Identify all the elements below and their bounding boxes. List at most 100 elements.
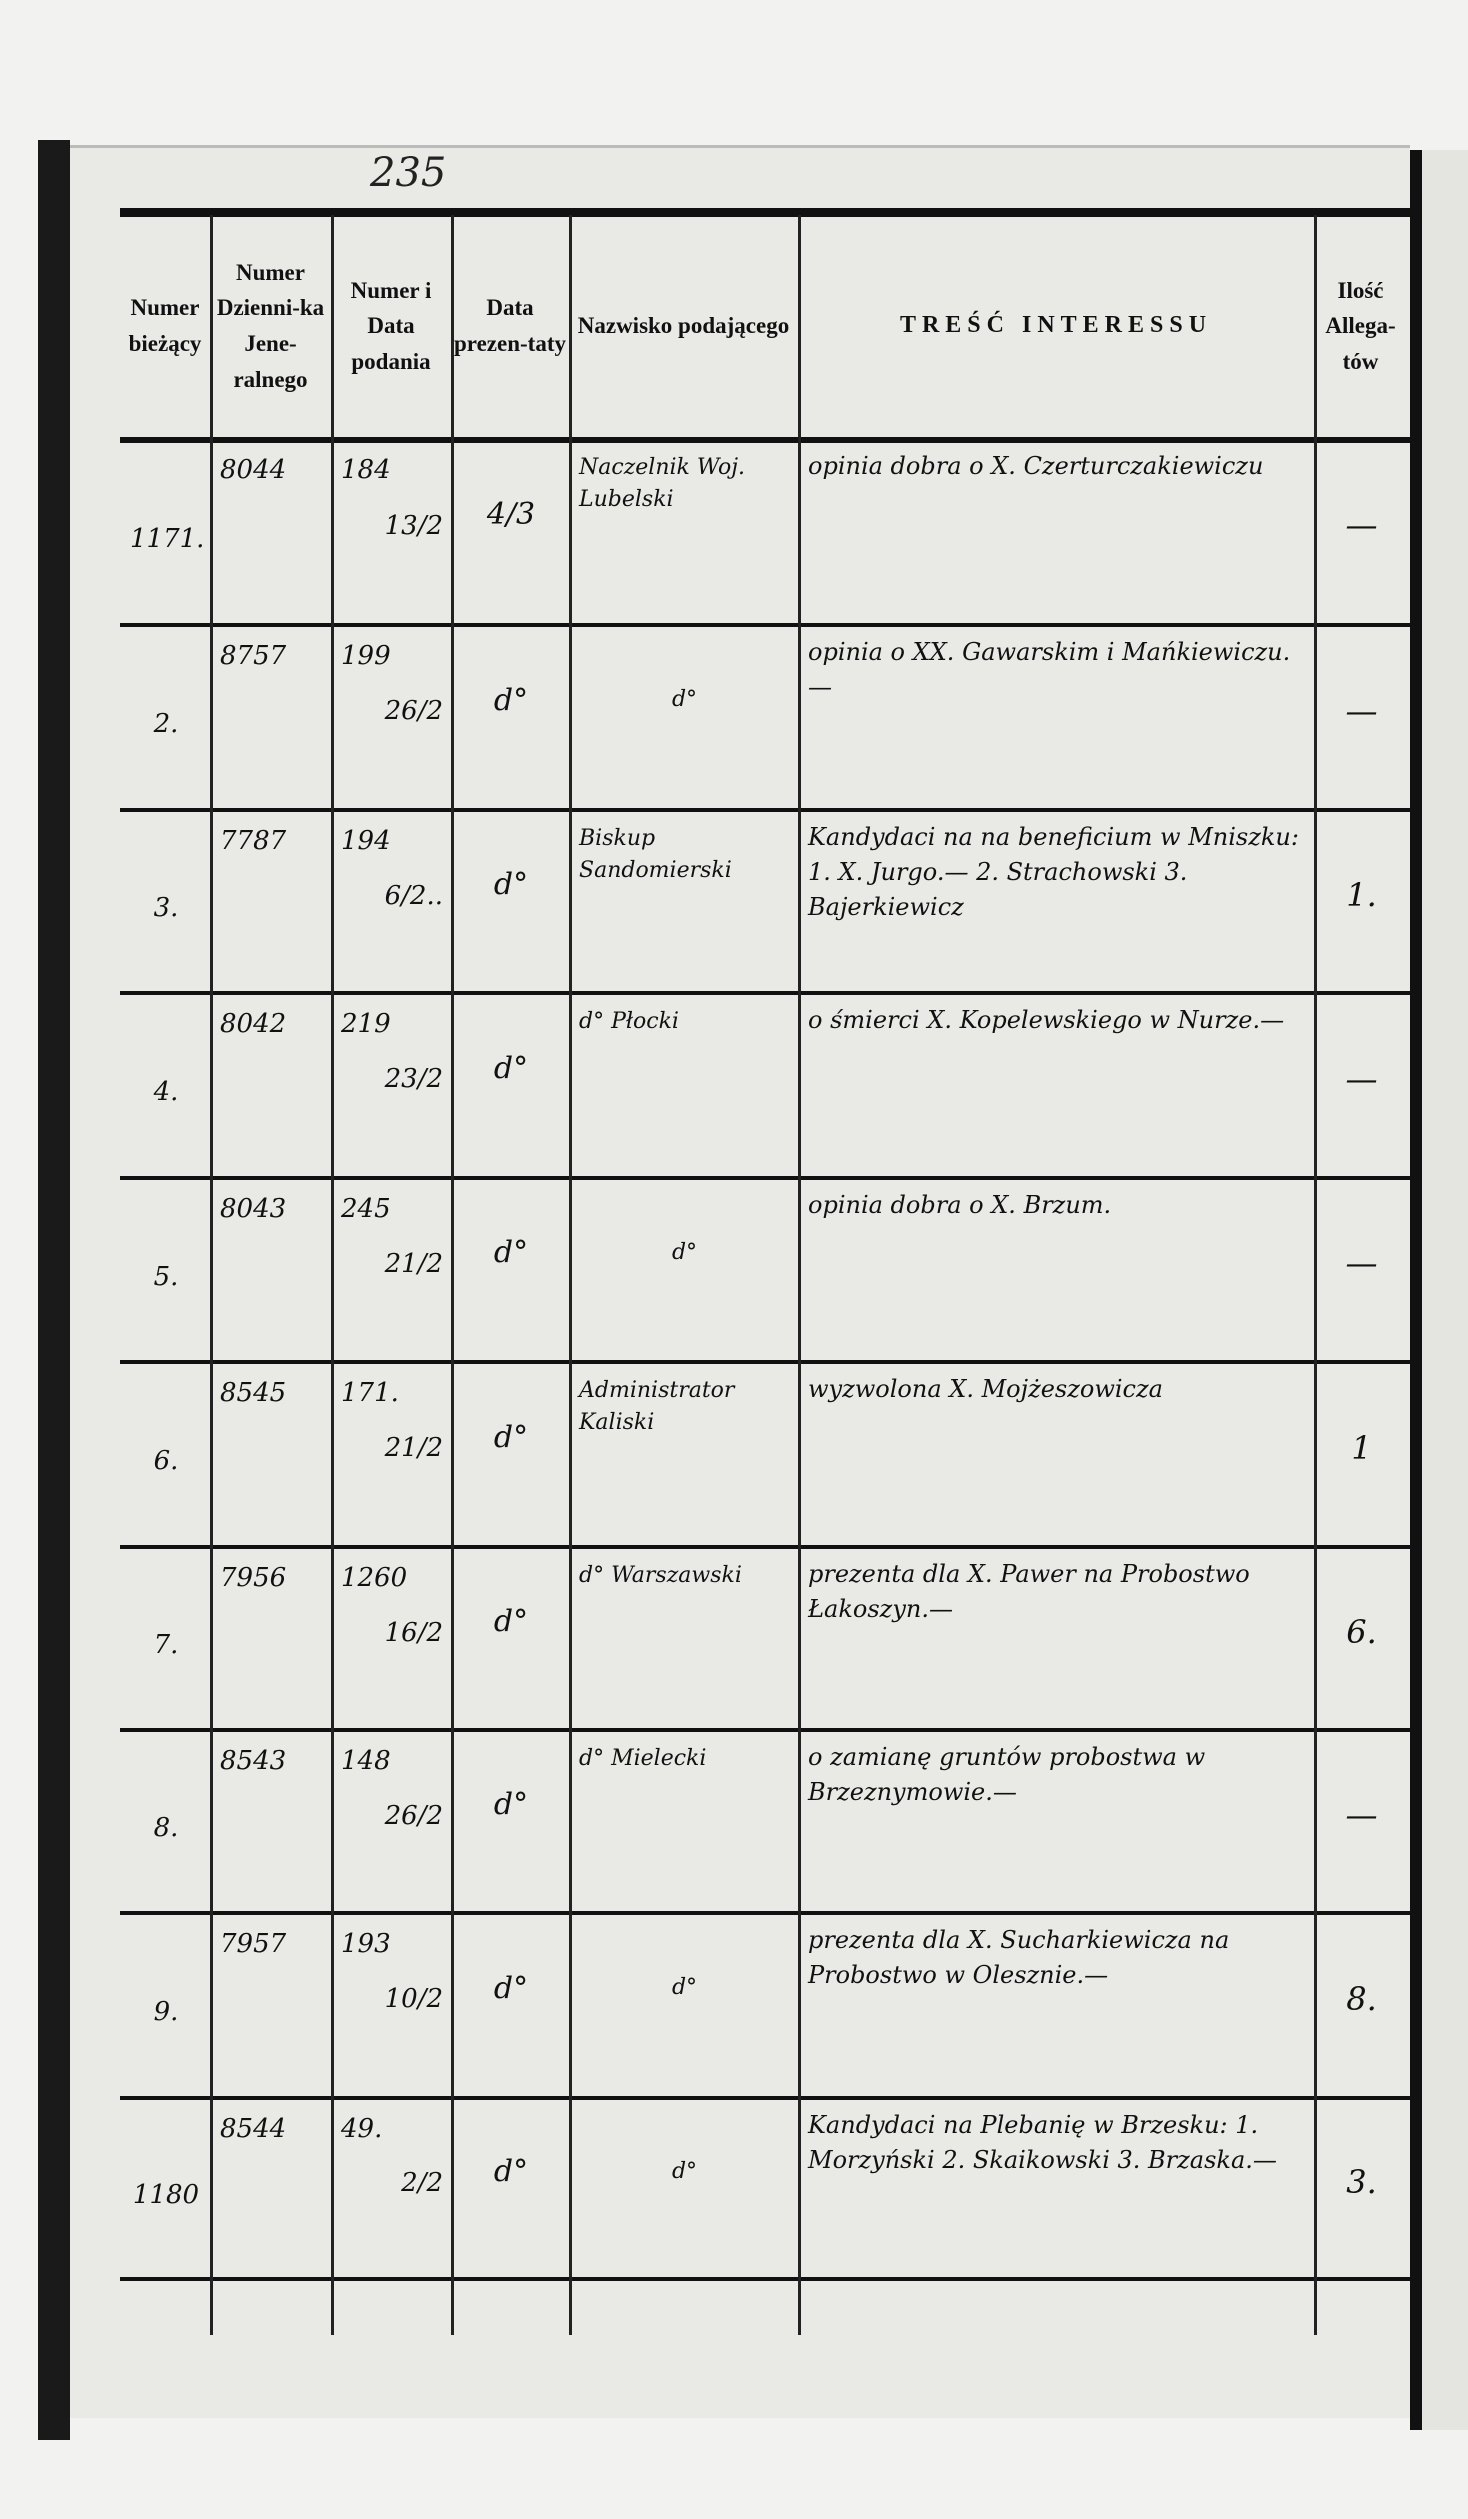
cell-petition_no: 219 xyxy=(341,1009,391,1039)
cell-journal: 7787 xyxy=(220,826,287,856)
cell-presented: d° xyxy=(493,1970,529,2006)
row-rule xyxy=(120,1911,1410,1915)
cell-no: 1180 xyxy=(132,2180,200,2211)
column-header: Numer Dzienni-ka Jene-ralnego xyxy=(216,259,325,392)
cell-no: 5. xyxy=(153,1261,179,1292)
column-rule xyxy=(210,215,213,2335)
cell-petition_no: 193 xyxy=(341,1929,391,1959)
cell-petition_no: 1260 xyxy=(341,1563,408,1593)
cell-attachments: — xyxy=(1345,1796,1378,1835)
page-number: 235 xyxy=(370,150,447,196)
column-header: Numer i Data podania xyxy=(350,277,432,374)
cell-petition_no: 171. xyxy=(341,1378,399,1408)
column-rule xyxy=(569,215,572,2335)
row-rule xyxy=(120,1545,1410,1549)
cell-content: o śmierci X. Kopelewskiego w Nurze.— xyxy=(808,1006,1285,1034)
cell-name: Administrator Kaliski xyxy=(579,1378,735,1435)
row-rule xyxy=(120,2096,1410,2100)
cell-journal: 8543 xyxy=(220,1746,287,1776)
cell-petition_date: 16/2 xyxy=(384,1617,443,1648)
cell-name: d° Płocki xyxy=(579,1009,679,1034)
cell-presented: d° xyxy=(493,1786,529,1822)
cell-content: opinia o XX. Gawarskim i Mańkiewiczu.— xyxy=(808,638,1291,701)
cell-journal: 7956 xyxy=(220,1563,287,1593)
cell-journal: 7957 xyxy=(220,1929,287,1959)
row-rule xyxy=(120,1728,1410,1732)
cell-attachments: — xyxy=(1345,506,1378,545)
cell-petition_no: 199 xyxy=(341,641,391,671)
cell-name: Biskup Sandomierski xyxy=(579,826,732,883)
cell-journal: 8044 xyxy=(220,455,287,485)
cell-attachments: 1 xyxy=(1351,1428,1372,1467)
column-header: Nazwisko podającego xyxy=(577,313,790,339)
cell-name: d° Warszawski xyxy=(579,1563,742,1588)
column-rule xyxy=(331,215,334,2335)
cell-name: d° xyxy=(671,1975,698,2001)
cell-content: opinia dobra o X. Czerturczakiewiczu xyxy=(808,452,1264,480)
cell-presented: d° xyxy=(493,866,529,902)
cell-petition_no: 49. xyxy=(341,2114,383,2144)
cell-attachments: 3. xyxy=(1346,2163,1377,2202)
row-rule xyxy=(120,2277,1410,2281)
cell-content: opinia dobra o X. Brzum. xyxy=(808,1191,1112,1219)
cell-no: 8. xyxy=(153,1813,179,1844)
cell-no: 9. xyxy=(153,1997,179,2028)
cell-petition_date: 10/2 xyxy=(384,1984,443,2015)
cell-petition_date: 23/2 xyxy=(384,1064,443,1095)
cell-attachments: — xyxy=(1345,1059,1378,1098)
cell-no: 7. xyxy=(153,1630,179,1661)
register-page xyxy=(70,145,1410,2418)
cell-journal: 8043 xyxy=(220,1194,287,1224)
cell-petition_date: 26/2 xyxy=(384,1800,443,1831)
book-spine xyxy=(38,140,70,2440)
cell-content: prezenta dla X. Sucharkiewicza na Probos… xyxy=(808,1926,1230,1989)
facing-page-edge xyxy=(1410,150,1468,2430)
cell-petition_date: 21/2 xyxy=(384,1248,443,1279)
cell-content: Kandydaci na na beneficium w Mniszku: 1.… xyxy=(808,823,1299,921)
column-header: Ilość Allega-tów xyxy=(1325,277,1396,374)
cell-attachments: — xyxy=(1345,1244,1378,1283)
cell-content: Kandydaci na Plebanię w Brzesku: 1. Morz… xyxy=(808,2111,1277,2174)
cell-petition_no: 194 xyxy=(341,826,391,856)
cell-name: d° xyxy=(671,687,698,713)
cell-petition_date: 13/2 xyxy=(384,510,443,541)
column-rule xyxy=(451,215,454,2335)
cell-presented: d° xyxy=(493,1235,529,1271)
cell-content: o zamianę gruntów probostwa w Brzeznymow… xyxy=(808,1743,1206,1806)
cell-name: d° Mielecki xyxy=(579,1746,707,1771)
cell-petition_no: 184 xyxy=(341,455,391,485)
cell-journal: 8544 xyxy=(220,2114,287,2144)
column-header: TREŚĆ INTERESSU xyxy=(899,312,1213,339)
cell-petition_date: 26/2 xyxy=(384,696,443,727)
cell-presented: d° xyxy=(493,1050,529,1086)
cell-name: Naczelnik Woj. Lubelski xyxy=(579,455,746,512)
cell-content: prezenta dla X. Pawer na Probostwo Łakos… xyxy=(808,1560,1250,1623)
cell-no: 1171. xyxy=(130,523,205,554)
row-rule xyxy=(120,437,1410,443)
cell-journal: 8757 xyxy=(220,641,287,671)
column-rule xyxy=(1314,215,1317,2335)
cell-name: d° xyxy=(671,1240,698,1265)
cell-presented: d° xyxy=(493,1603,529,1639)
cell-attachments: 1. xyxy=(1346,876,1377,915)
cell-petition_date: 2/2 xyxy=(401,2167,443,2198)
cell-no: 6. xyxy=(153,1446,179,1477)
cell-no: 2. xyxy=(153,709,179,740)
row-rule xyxy=(120,1360,1410,1364)
cell-petition_no: 148 xyxy=(341,1746,391,1776)
cell-journal: 8545 xyxy=(220,1378,287,1408)
cell-content: wyzwolona X. Mojżeszowicza xyxy=(808,1375,1163,1403)
cell-presented: d° xyxy=(493,1419,529,1455)
row-rule xyxy=(120,1176,1410,1180)
header-top-rule xyxy=(120,208,1410,217)
row-rule xyxy=(120,808,1410,812)
cell-petition_no: 245 xyxy=(341,1194,391,1224)
column-header: Data prezen-taty xyxy=(454,295,566,356)
cell-name: d° xyxy=(671,2159,698,2185)
row-rule xyxy=(120,991,1410,995)
cell-attachments: — xyxy=(1345,691,1378,730)
column-header: Numer bieżący xyxy=(128,295,202,356)
row-rule xyxy=(120,623,1410,627)
cell-journal: 8042 xyxy=(220,1009,287,1039)
cell-presented: d° xyxy=(493,682,529,718)
